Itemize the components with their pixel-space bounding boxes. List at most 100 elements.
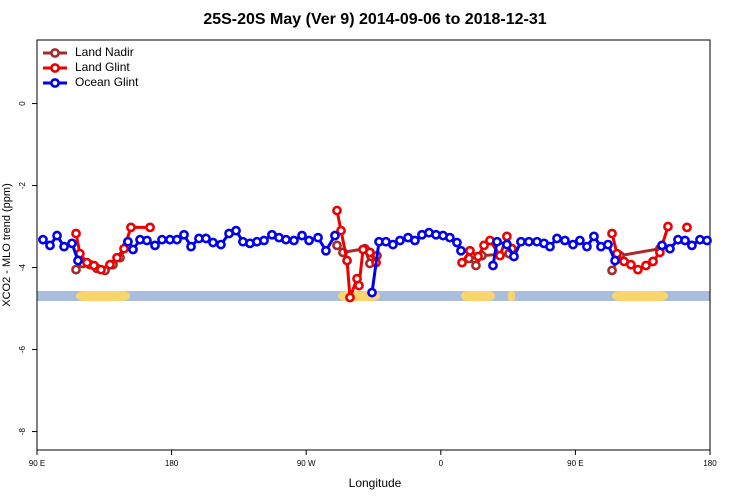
data-point	[471, 260, 481, 271]
x-tick-label: 180	[703, 459, 717, 468]
legend-label: Land Glint	[75, 60, 130, 74]
data-point	[330, 230, 340, 241]
x-tick-label: 0	[439, 459, 444, 468]
data-point	[641, 260, 651, 271]
data-point	[231, 225, 241, 236]
data-point	[568, 239, 578, 250]
data-point	[545, 241, 555, 252]
data-point	[502, 239, 512, 250]
data-point	[367, 287, 377, 298]
data-point	[332, 205, 342, 216]
data-point	[665, 243, 675, 254]
data-point	[281, 234, 291, 245]
data-point	[552, 233, 562, 244]
data-point	[59, 241, 69, 252]
data-point	[67, 238, 77, 249]
data-point	[45, 240, 55, 251]
data-point	[582, 241, 592, 252]
data-point	[452, 237, 462, 248]
data-point	[297, 230, 307, 241]
data-point	[682, 222, 692, 233]
data-point	[502, 231, 512, 242]
data-point	[38, 234, 48, 245]
x-tick-label: 90 E	[567, 459, 583, 468]
data-point	[105, 259, 115, 270]
land-patch	[508, 291, 515, 301]
data-point	[687, 240, 697, 251]
data-point	[89, 260, 99, 271]
data-point	[345, 292, 355, 303]
data-point	[259, 235, 269, 246]
data-point	[71, 228, 81, 239]
data-point	[479, 240, 489, 251]
data-point	[150, 240, 160, 251]
data-point	[388, 239, 398, 250]
y-tick-label: -6	[18, 345, 27, 353]
chart-title: 25S-20S May (Ver 9) 2014-09-06 to 2018-1…	[203, 11, 546, 28]
data-point	[610, 255, 620, 266]
data-point	[112, 252, 122, 263]
x-axis-label: Longitude	[349, 476, 402, 490]
data-point	[172, 234, 182, 245]
data-point	[663, 221, 673, 232]
data-point	[457, 257, 467, 268]
data-point	[179, 229, 189, 240]
data-point	[625, 259, 636, 270]
land-patch	[461, 291, 495, 301]
data-point	[473, 251, 483, 262]
data-point	[126, 222, 136, 233]
data-point	[304, 235, 314, 246]
data-point	[560, 235, 570, 246]
data-point	[523, 236, 534, 247]
land-patch	[612, 291, 668, 301]
data-point	[657, 240, 667, 251]
data-point	[488, 260, 498, 271]
data-point	[313, 232, 323, 243]
data-point	[119, 243, 129, 254]
data-point	[73, 255, 83, 266]
data-point	[52, 230, 62, 241]
data-point	[365, 247, 375, 258]
legend-marker	[50, 48, 60, 58]
data-point	[208, 237, 218, 248]
data-point	[354, 280, 364, 291]
data-point	[495, 250, 505, 261]
data-point	[492, 236, 502, 247]
x-tick-label: 90 W	[297, 459, 316, 468]
data-point	[607, 228, 617, 239]
data-point	[332, 240, 342, 251]
y-tick-label: -2	[18, 181, 27, 189]
data-point	[336, 225, 346, 236]
x-tick-label: 90 E	[29, 459, 45, 468]
y-tick-label: -8	[18, 427, 27, 435]
legend-label: Land Nadir	[75, 45, 134, 59]
y-axis-label: XCO2 - MLO trend (ppm)	[1, 183, 13, 306]
data-point	[216, 239, 226, 250]
y-tick-label: 0	[18, 101, 27, 106]
data-point	[603, 239, 613, 250]
data-point	[128, 244, 138, 255]
data-point	[342, 255, 352, 266]
data-point	[410, 235, 420, 246]
land-patch	[76, 291, 130, 301]
data-point	[157, 234, 167, 245]
data-point	[186, 241, 196, 252]
legend-label: Ocean Glint	[75, 75, 139, 89]
data-point	[574, 235, 585, 246]
data-point	[633, 264, 643, 275]
data-point	[145, 222, 155, 233]
data-point	[142, 235, 152, 246]
plot-frame	[36, 39, 711, 451]
data-point	[702, 235, 712, 246]
y-tick-label: -4	[18, 263, 27, 271]
legend-marker	[50, 63, 60, 73]
data-point	[456, 245, 466, 256]
x-tick-label: 180	[165, 459, 179, 468]
data-point	[648, 256, 658, 267]
data-point	[589, 231, 599, 242]
data-point	[607, 265, 617, 276]
data-point	[321, 245, 331, 256]
data-point	[465, 245, 475, 256]
data-point	[289, 235, 299, 246]
